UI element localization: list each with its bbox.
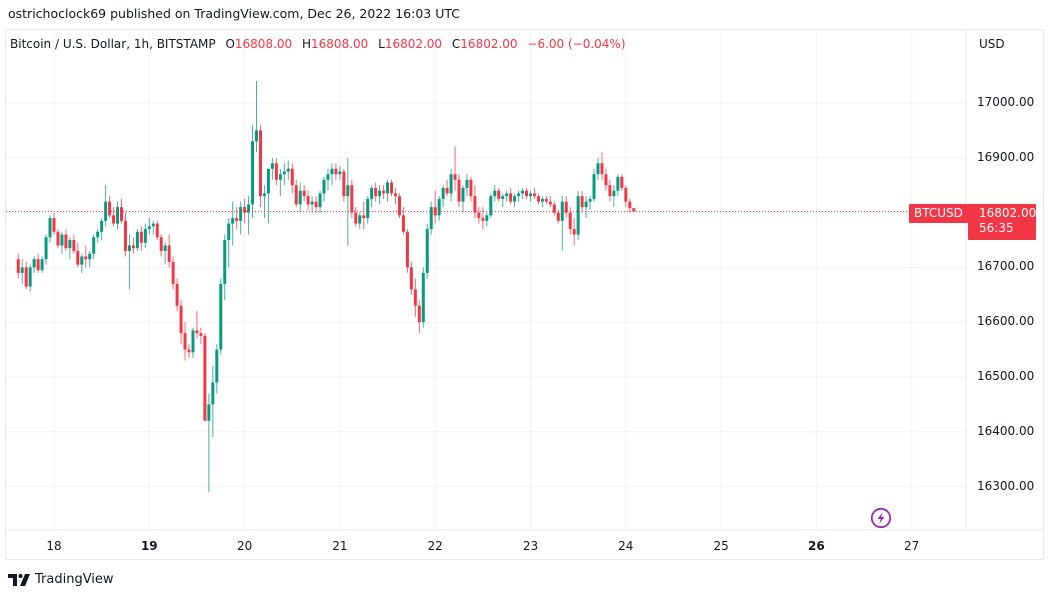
bar-countdown: 56:35 [979, 221, 1014, 235]
time-tick: 20 [236, 539, 253, 553]
price-tick: 16300.00 [977, 478, 1035, 493]
time-tick: 21 [332, 539, 348, 553]
time-tick: 19 [140, 539, 158, 553]
lightning-bolt-icon[interactable] [870, 507, 892, 529]
low-value: 16802.00 [384, 37, 443, 51]
price-tick: 16900.00 [977, 149, 1035, 164]
tradingview-brand[interactable]: TradingView [8, 572, 114, 587]
price-axis-currency: USD [979, 37, 1005, 51]
time-tick: 27 [904, 539, 920, 553]
last-price-badge: 16802.00 56:35 [968, 204, 1036, 240]
time-tick: 18 [46, 539, 62, 553]
time-tick: 24 [618, 539, 634, 553]
time-tick: 25 [713, 539, 729, 553]
symbol-badge: BTCUSD [909, 204, 968, 223]
time-tick: 23 [522, 539, 539, 553]
time-tick: 22 [427, 539, 443, 553]
close-value: 16802.00 [460, 37, 518, 51]
price-tick: 16400.00 [977, 423, 1035, 438]
last-price-value: 16802.00 [979, 206, 1037, 220]
change-value: −6.00 (−0.04%) [527, 37, 626, 51]
open-label: O [225, 37, 235, 51]
price-tick: 16600.00 [977, 314, 1035, 329]
tradingview-logo-icon [8, 573, 30, 586]
published-by-line: ostrichoclock69 published on TradingView… [8, 6, 460, 21]
close-label: C [451, 37, 461, 51]
low-label: L [378, 37, 385, 51]
high-label: H [302, 37, 312, 51]
price-tick: 17000.00 [977, 95, 1035, 109]
open-value: 16808.00 [234, 37, 293, 51]
brand-name: TradingView [35, 572, 114, 587]
ohlc-legend: Bitcoin / U.S. Dollar, 1h, BITSTAMP O168… [10, 37, 626, 51]
time-tick: 26 [808, 539, 825, 553]
price-tick: 16700.00 [977, 259, 1035, 274]
symbol-description: Bitcoin / U.S. Dollar, 1h, BITSTAMP [10, 37, 216, 51]
high-value: 16808.00 [311, 37, 369, 51]
price-tick: 16500.00 [977, 369, 1035, 383]
